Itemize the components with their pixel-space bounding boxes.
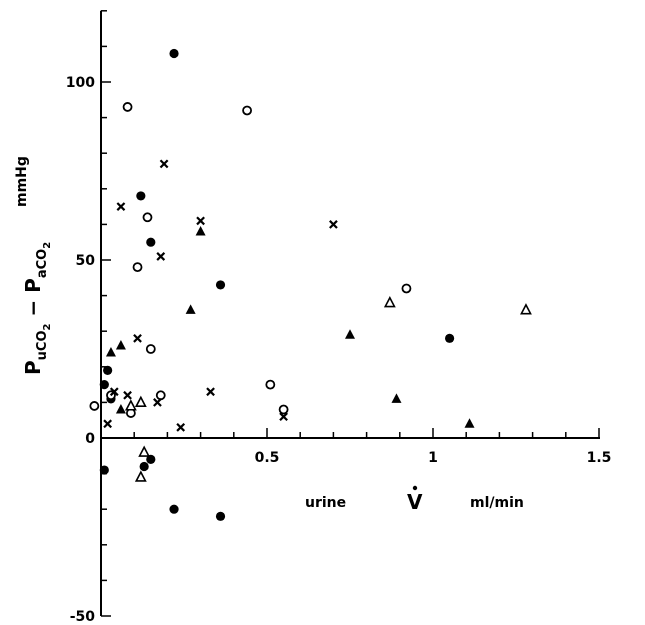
data-point-open-triangle bbox=[124, 399, 137, 411]
data-point-filled-triangle bbox=[391, 393, 402, 403]
data-point-cross bbox=[123, 390, 132, 400]
y-axis-label: PuCO2 − PaCO2 mmHg bbox=[14, 156, 53, 375]
data-point-filled-circle bbox=[99, 465, 109, 475]
data-point-cross bbox=[206, 387, 215, 397]
data-point-filled-circle bbox=[146, 454, 156, 464]
data-point-open-circle bbox=[155, 390, 166, 401]
y-tick-label: 100 bbox=[66, 75, 95, 91]
data-point-cross bbox=[133, 333, 142, 343]
data-point-cross bbox=[176, 422, 186, 432]
data-point-filled-triangle bbox=[115, 339, 126, 350]
y-tick-label: 50 bbox=[76, 253, 96, 269]
data-point-filled-circle bbox=[445, 333, 455, 343]
y-label-sub2: aCO bbox=[35, 249, 50, 278]
data-point-filled-circle bbox=[169, 48, 179, 59]
data-point-open-triangle bbox=[134, 395, 147, 408]
x-tick-label: 0.5 bbox=[255, 450, 280, 466]
data-point-cross bbox=[103, 419, 113, 429]
data-point-filled-circle bbox=[139, 461, 149, 472]
data-point-filled-circle bbox=[99, 380, 109, 390]
data-point-cross bbox=[279, 412, 288, 422]
data-point-filled-circle bbox=[169, 504, 179, 514]
data-point-open-circle bbox=[145, 344, 156, 354]
data-point-filled-circle bbox=[103, 365, 113, 375]
data-point-cross bbox=[196, 216, 205, 226]
data-point-filled-triangle bbox=[464, 418, 475, 428]
data-point-open-circle bbox=[132, 262, 143, 273]
y-tick-label: -50 bbox=[70, 609, 96, 625]
x-tick-label: 1 bbox=[428, 450, 438, 466]
data-point-cross bbox=[156, 252, 166, 261]
data-point-filled-triangle bbox=[185, 304, 196, 314]
data-point-open-circle bbox=[401, 283, 412, 294]
x-tick-label: 1.5 bbox=[587, 450, 612, 466]
data-point-open-triangle bbox=[138, 445, 151, 457]
data-point-filled-circle bbox=[146, 237, 156, 247]
data-point-filled-circle bbox=[215, 511, 226, 521]
data-point-filled-triangle bbox=[195, 226, 206, 236]
data-point-filled-circle bbox=[136, 191, 146, 201]
data-point-open-triangle bbox=[134, 470, 147, 482]
data-point-filled-circle bbox=[215, 280, 226, 290]
data-point-open-circle bbox=[122, 102, 133, 112]
y-axis-unit: mmHg bbox=[14, 156, 30, 207]
data-point-cross bbox=[116, 202, 126, 211]
y-label-sub1: uCO bbox=[35, 330, 50, 360]
data-point-cross bbox=[159, 159, 169, 169]
y-tick-label: 0 bbox=[85, 431, 95, 447]
svg-text:PuCO2 − PaCO2: PuCO2 − PaCO2 bbox=[21, 242, 53, 375]
data-point-filled-triangle bbox=[115, 404, 126, 414]
data-point-open-triangle bbox=[520, 303, 532, 315]
data-point-cross bbox=[109, 387, 119, 397]
y-label-p1: P bbox=[21, 360, 45, 375]
data-points bbox=[89, 48, 532, 521]
data-point-open-circle bbox=[242, 105, 252, 116]
x-axis-label-symbol: V bbox=[407, 490, 423, 514]
x-axis-label-dot bbox=[412, 485, 418, 491]
data-point-open-circle bbox=[265, 379, 276, 390]
ticks: 0 50 100 -50 0.5 1 1.5 bbox=[66, 10, 612, 625]
data-point-open-circle bbox=[89, 401, 100, 411]
data-point-cross bbox=[329, 220, 338, 229]
data-point-cross bbox=[153, 398, 162, 407]
y-label-sub2b: 2 bbox=[42, 242, 53, 249]
data-point-open-triangle bbox=[383, 295, 396, 308]
x-axis-label-prefix: urine bbox=[305, 495, 346, 511]
x-axis-label-unit: ml/min bbox=[470, 495, 524, 511]
axes bbox=[100, 10, 600, 616]
data-point-filled-triangle bbox=[345, 329, 355, 339]
data-point-open-circle bbox=[278, 404, 289, 415]
data-point-open-circle bbox=[142, 212, 153, 223]
data-point-filled-triangle bbox=[105, 347, 116, 357]
y-label-sub1b: 2 bbox=[42, 323, 53, 330]
y-label-minus: − P bbox=[21, 278, 45, 323]
